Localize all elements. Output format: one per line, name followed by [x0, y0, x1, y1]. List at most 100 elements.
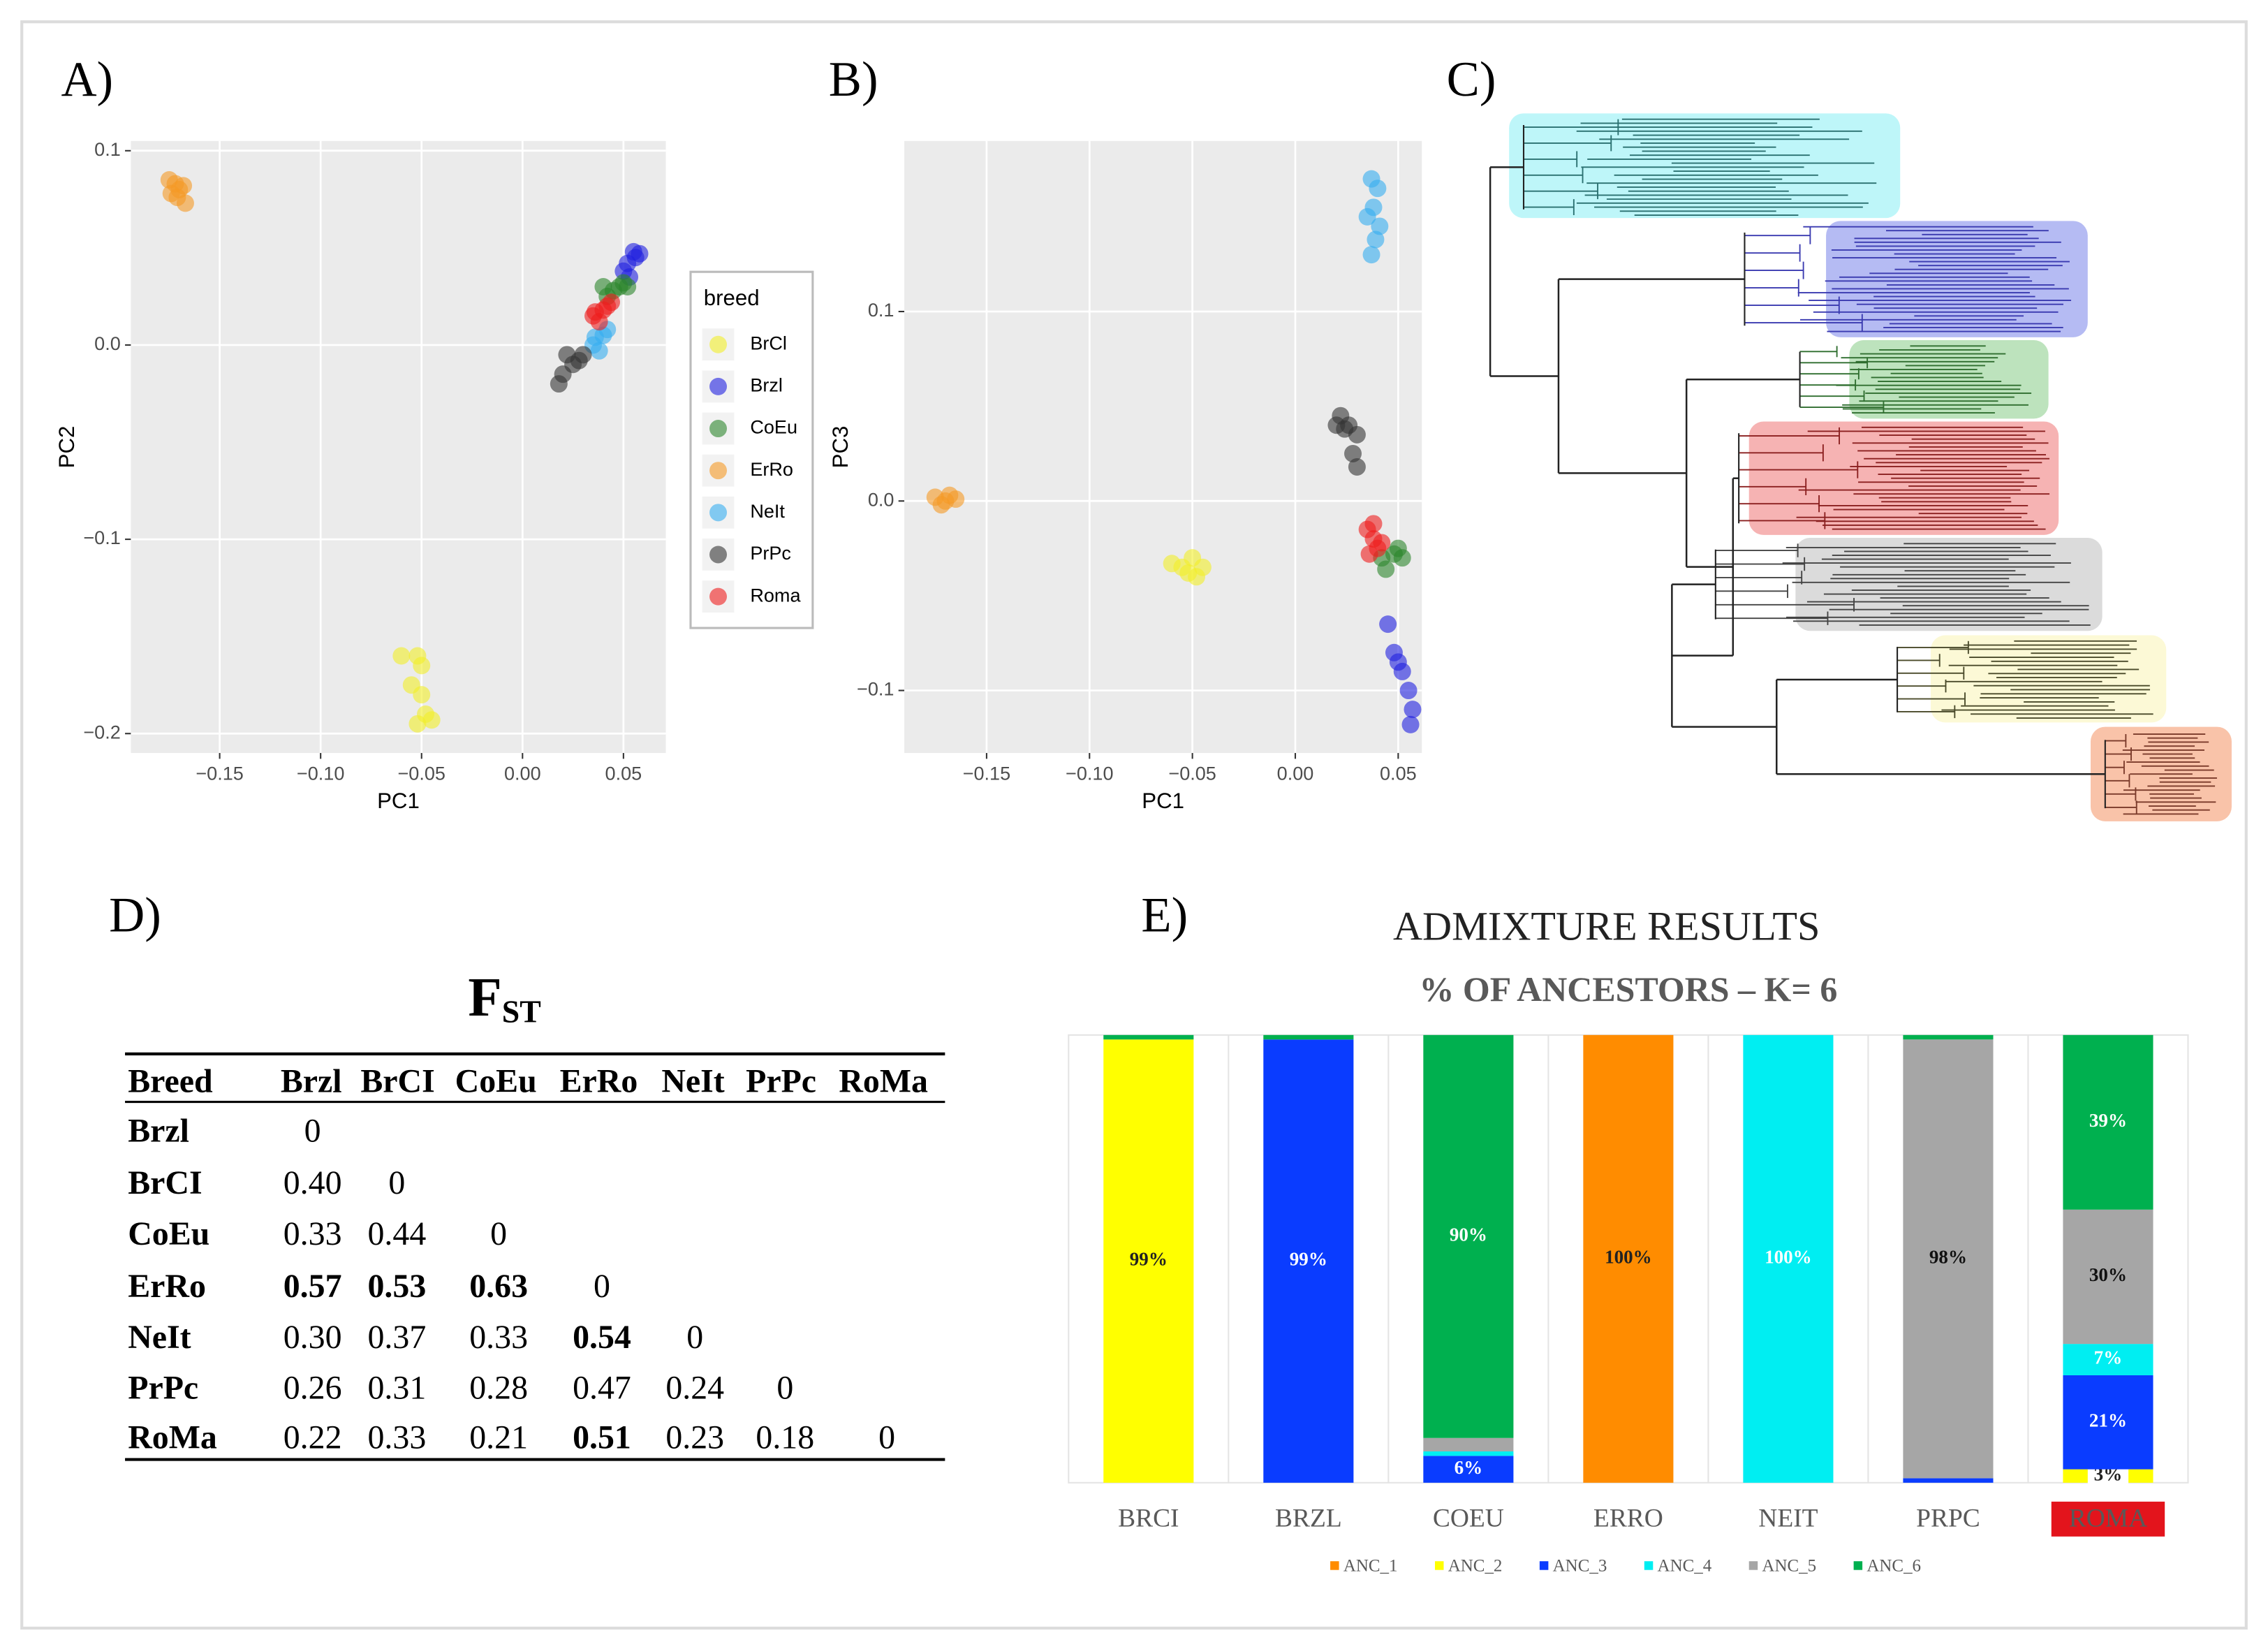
- data-label: 7%: [2094, 1347, 2123, 1368]
- point: [1193, 558, 1212, 576]
- legend-label: PrPc: [750, 543, 791, 564]
- x-tick-label: −0.10: [297, 763, 344, 784]
- point: [1344, 444, 1362, 462]
- cell: 0: [686, 1319, 703, 1356]
- row-label: Brzl: [128, 1112, 189, 1149]
- legend-label: ANC_6: [1866, 1556, 1921, 1575]
- x-tick-label: −0.15: [196, 763, 243, 784]
- cell: 0.53: [368, 1268, 427, 1305]
- legend-label: BrCl: [750, 332, 787, 353]
- y-tick-label: 0.1: [94, 139, 121, 160]
- bar-segment: [2063, 1034, 2153, 1210]
- y-tick-label: −0.1: [857, 679, 894, 700]
- column-header: CoEu: [455, 1063, 537, 1100]
- x-tick-label: 0.00: [1277, 763, 1314, 784]
- point: [1358, 207, 1376, 226]
- legend-swatch: [1539, 1561, 1549, 1570]
- legend-label: ANC_3: [1553, 1556, 1607, 1575]
- cell: 0.26: [284, 1370, 342, 1407]
- cell: 0.47: [573, 1370, 631, 1407]
- clade-box: [1795, 538, 2103, 631]
- point: [619, 278, 637, 295]
- title-main: F: [468, 967, 501, 1028]
- bar-segment: [1103, 1034, 1194, 1040]
- point: [176, 194, 194, 212]
- y-tick-label: 0.0: [94, 333, 121, 354]
- point: [1401, 715, 1420, 733]
- column-header: PrPc: [746, 1063, 816, 1100]
- data-label: 90%: [1450, 1224, 1487, 1245]
- cell: 0: [388, 1164, 405, 1201]
- x-tick-label: NEIT: [1758, 1505, 1818, 1533]
- point: [1348, 458, 1366, 476]
- bar-segment: [1903, 1478, 1994, 1483]
- row-label: RoMa: [128, 1419, 217, 1456]
- x-tick-label: 0.05: [605, 763, 642, 784]
- point: [550, 375, 568, 393]
- legend-title: breed: [704, 286, 760, 310]
- x-tick-label: 0.05: [1380, 763, 1417, 784]
- point: [1327, 416, 1346, 434]
- cell: 0.63: [469, 1268, 528, 1305]
- cell: 0: [878, 1419, 895, 1456]
- cell: 0.37: [368, 1319, 427, 1356]
- cell: 0: [490, 1215, 507, 1252]
- bar-segment: [2063, 1209, 2153, 1345]
- cell: 0.23: [665, 1419, 724, 1456]
- x-tick-label: BRCI: [1118, 1505, 1179, 1533]
- x-tick-label: −0.05: [398, 763, 446, 784]
- y-axis-title: PC2: [54, 426, 79, 469]
- row-label: NeIt: [128, 1319, 191, 1356]
- panel-label: D): [109, 888, 161, 943]
- legend-label: ANC_2: [1448, 1556, 1503, 1575]
- x-axis-title: PC1: [1142, 789, 1184, 813]
- point: [1377, 560, 1395, 578]
- data-label: 99%: [1290, 1249, 1327, 1270]
- data-label: 6%: [1455, 1457, 1483, 1478]
- x-tick-label: BRZL: [1275, 1505, 1342, 1533]
- row-label: CoEu: [128, 1215, 209, 1252]
- point: [1369, 180, 1387, 198]
- point: [413, 657, 431, 675]
- point: [631, 244, 649, 263]
- legend-label: ANC_4: [1658, 1556, 1712, 1575]
- bar-segment: [1423, 1451, 1514, 1456]
- data-label: 99%: [1130, 1249, 1168, 1270]
- legend-label: ANC_5: [1762, 1556, 1816, 1575]
- bar-segment: [1423, 1034, 1514, 1438]
- point: [408, 715, 427, 733]
- cell: 0: [304, 1112, 321, 1149]
- point: [1371, 217, 1389, 235]
- plot-background: [904, 140, 1422, 754]
- cell: 0.28: [469, 1370, 528, 1407]
- legend-label: NeIt: [750, 501, 785, 522]
- bar-segment: [1103, 1039, 1194, 1483]
- legend-swatch: [709, 504, 728, 522]
- cell: 0.33: [368, 1419, 427, 1456]
- x-tick-label: 0.00: [504, 763, 541, 784]
- panel-label: C): [1447, 52, 1496, 107]
- row-label: PrPc: [128, 1370, 198, 1407]
- cell: 0: [594, 1268, 610, 1305]
- point: [932, 496, 950, 514]
- bar-segment: [1583, 1034, 1674, 1483]
- point: [1373, 534, 1391, 552]
- point: [1399, 682, 1418, 700]
- point: [392, 647, 411, 665]
- x-tick-label: −0.15: [963, 763, 1010, 784]
- chart-subtitle: % OF ANCESTORS – K= 6: [1419, 969, 1837, 1009]
- cell: 0.33: [469, 1319, 528, 1356]
- point: [590, 342, 608, 360]
- column-header: ErRo: [560, 1063, 638, 1100]
- panel-label: A): [61, 52, 113, 107]
- legend-label: Roma: [750, 585, 801, 606]
- cell: 0.22: [284, 1419, 342, 1456]
- y-tick-label: 0.0: [868, 489, 894, 510]
- legend-swatch: [709, 462, 728, 480]
- point: [413, 686, 431, 704]
- legend-swatch: [1434, 1561, 1444, 1570]
- bar-segment: [1903, 1039, 1994, 1479]
- data-label: 98%: [1929, 1247, 1967, 1268]
- cell: 0.51: [573, 1419, 631, 1456]
